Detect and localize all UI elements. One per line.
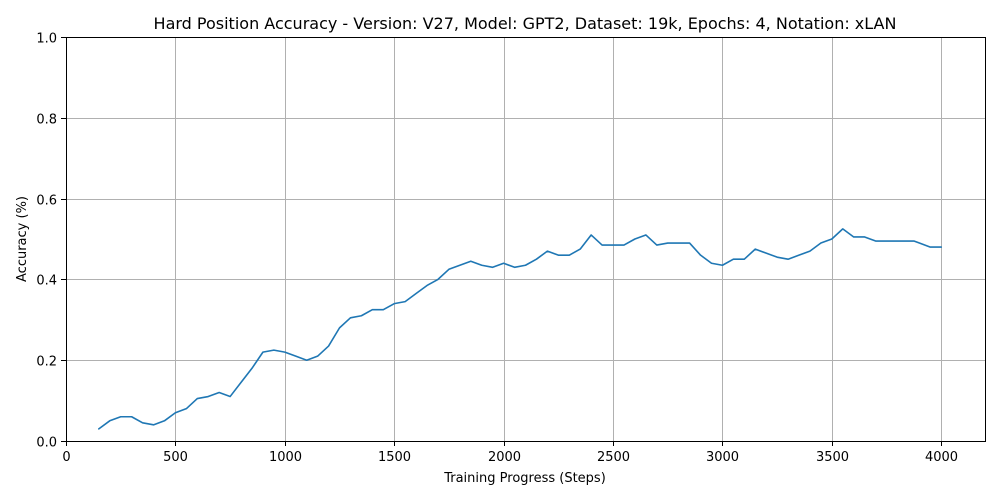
x-tick-label: 4000 xyxy=(925,450,958,465)
y-axis: 0.0 0.2 0.4 0.6 0.8 1.0 xyxy=(36,32,66,451)
accuracy-line xyxy=(98,228,943,430)
y-axis-label: Accuracy (%) xyxy=(15,196,30,282)
x-axis: 0 500 1000 1500 2000 2500 3000 3500 4000 xyxy=(62,441,958,465)
chart-title: Hard Position Accuracy - Version: V27, M… xyxy=(154,14,897,33)
x-axis-label: Training Progress (Steps) xyxy=(443,471,606,486)
y-tick-label: 1.0 xyxy=(36,32,57,47)
grid-layer xyxy=(66,37,985,442)
x-tick-label: 2500 xyxy=(597,450,630,465)
y-tick-label: 0.8 xyxy=(36,113,57,128)
y-tick-label: 0.0 xyxy=(36,436,57,451)
x-tick-label: 500 xyxy=(163,450,188,465)
x-tick-label: 0 xyxy=(62,450,70,465)
x-tick-label: 3000 xyxy=(706,450,739,465)
y-tick-label: 0.2 xyxy=(36,355,57,370)
x-tick-label: 1500 xyxy=(378,450,411,465)
x-tick-label: 3500 xyxy=(816,450,849,465)
y-tick-label: 0.4 xyxy=(36,274,57,289)
plot-frame xyxy=(66,37,986,442)
series-layer xyxy=(98,228,943,430)
x-tick-label: 2000 xyxy=(488,450,521,465)
x-tick-label: 1000 xyxy=(269,450,302,465)
y-tick-label: 0.6 xyxy=(36,194,57,209)
